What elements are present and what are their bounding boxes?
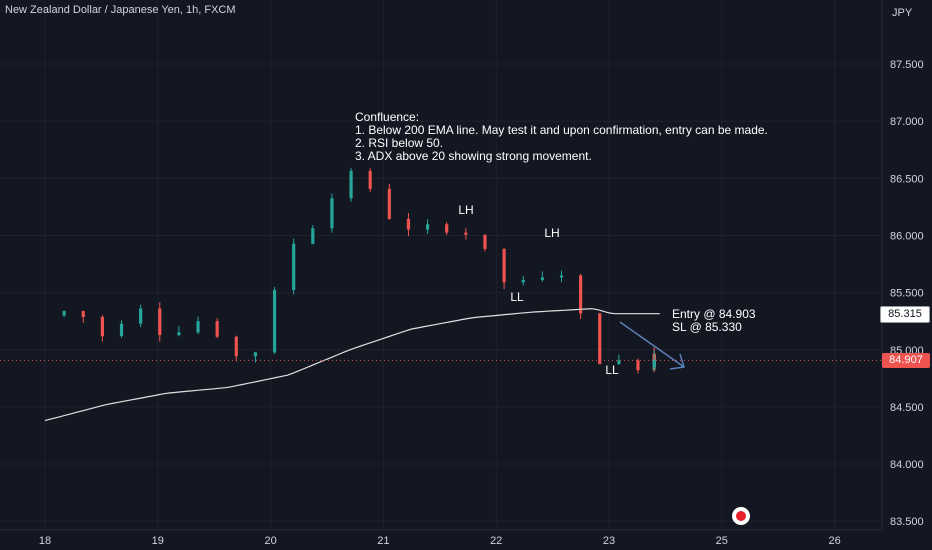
x-tick-label: 25 (716, 535, 728, 547)
y-tick-label: 84.000 (890, 459, 924, 471)
candle-body (234, 336, 238, 357)
candle-body (215, 321, 219, 337)
candle-body (406, 218, 411, 230)
candle-body (119, 323, 124, 337)
candle-body (559, 275, 564, 278)
candle-body (177, 332, 181, 336)
arrow-head (669, 353, 685, 370)
candle-body (387, 188, 391, 219)
candle-body (100, 316, 104, 337)
candle-body (158, 308, 162, 336)
candle-body (521, 279, 525, 283)
candle-body (464, 232, 468, 235)
candle-body (62, 311, 66, 316)
last-price-label: 84.907 (882, 353, 930, 368)
candle-body (445, 224, 449, 233)
x-tick-label: 19 (152, 535, 164, 547)
x-tick-label: 22 (490, 535, 502, 547)
record-button[interactable] (732, 507, 750, 525)
candle-body (502, 248, 506, 283)
candle-body (139, 308, 143, 324)
x-tick-label: 21 (377, 535, 389, 547)
y-tick-label: 84.500 (890, 402, 924, 414)
price-axis[interactable]: JPY87.50087.00086.50086.00085.50085.0008… (881, 0, 924, 530)
y-tick-label: 85.500 (890, 288, 924, 300)
candle-body (292, 243, 296, 291)
candlestick-series (62, 167, 656, 374)
swing-label-lh-2: LH (544, 226, 559, 240)
confluence-note: Confluence: 1. Below 200 EMA line. May t… (355, 110, 768, 163)
candle-body (540, 277, 544, 280)
y-tick-label: 86.500 (890, 173, 924, 185)
y-tick-label: 87.000 (890, 116, 924, 128)
ema-price-label: 85.315 (880, 306, 930, 323)
ema-200-line (44, 308, 660, 422)
x-tick-label: 18 (39, 535, 51, 547)
time-axis[interactable]: 181920212223252627 (0, 529, 932, 547)
x-tick-label: 20 (264, 535, 276, 547)
candle-body (636, 360, 640, 371)
x-tick-label: 23 (603, 535, 615, 547)
candle-body (81, 311, 85, 317)
y-tick-label: 86.000 (890, 230, 924, 242)
candle-body (253, 352, 258, 357)
y-tick-label: 87.500 (890, 59, 924, 71)
trade-note: Entry @ 84.903 SL @ 85.330 (672, 307, 756, 334)
grid-lines (0, 0, 882, 530)
candle-body (349, 170, 353, 199)
arrow-shaft (619, 321, 685, 368)
candle-body (483, 234, 487, 249)
candle-body (579, 275, 583, 314)
candle-body (598, 313, 602, 365)
swing-label-ll-1: LL (510, 290, 524, 304)
x-tick-label: 26 (828, 535, 840, 547)
candle-body (652, 359, 656, 367)
swing-label-lh-1: LH (458, 203, 473, 217)
candle-body (368, 170, 372, 189)
currency-label: JPY (892, 7, 913, 19)
candle-body (272, 290, 277, 353)
candle-body (196, 321, 200, 333)
chart-title: New Zealand Dollar / Japanese Yen, 1h, F… (5, 4, 236, 16)
candle-body (330, 198, 334, 229)
swing-label-ll-2: LL (605, 363, 619, 377)
projection-arrow (619, 321, 685, 370)
y-tick-label: 83.500 (890, 516, 924, 528)
candle-body (311, 228, 315, 244)
candle-body (617, 360, 621, 365)
candle-body (425, 224, 430, 230)
